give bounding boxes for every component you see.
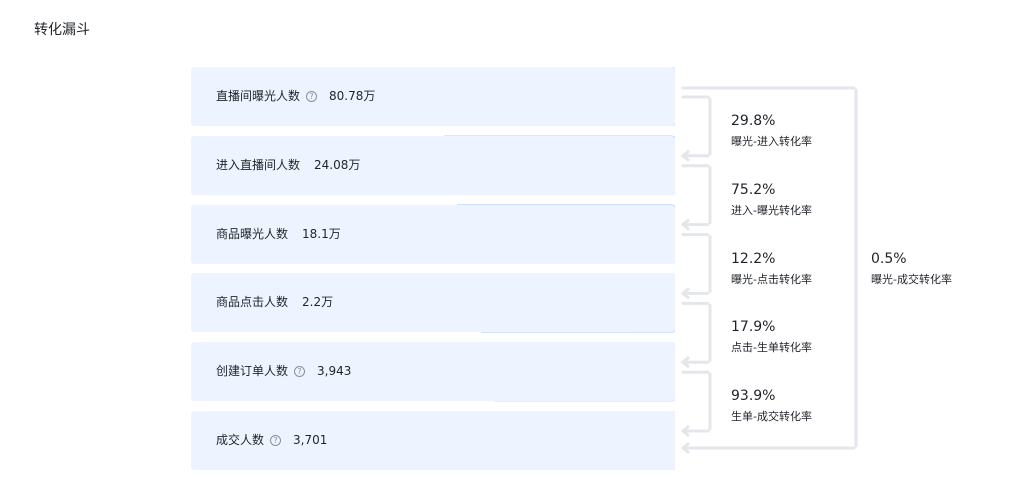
step-rate-value: 17.9% xyxy=(731,319,776,336)
funnel-row: 进入直播间人数 24.08万 xyxy=(191,135,675,195)
funnel-stage-label: 创建订单人数? 3,943 xyxy=(216,342,351,401)
funnel-stage-label: 商品曝光人数 18.1万 xyxy=(216,205,341,264)
step-rate-name: 曝光-进入转化率 xyxy=(731,135,812,148)
funnel-row: 商品点击人数 2.2万 xyxy=(191,273,675,333)
overall-rate-value: 0.5% xyxy=(871,251,907,267)
stage-value: 3,701 xyxy=(293,433,328,447)
overall-rate: 0.5% 曝光-成交转化率 xyxy=(871,250,952,287)
stage-name: 进入直播间人数 xyxy=(216,157,301,172)
funnel-stage-label: 直播间曝光人数? 80.78万 xyxy=(216,67,375,126)
step-rate-name: 点击-生单转化率 xyxy=(731,341,812,355)
stage-name: 成交人数 xyxy=(216,433,265,447)
step-bracket-arrow xyxy=(680,424,690,438)
step-rate-name: 生单-成交转化率 xyxy=(731,410,812,424)
step-bracket-arrow xyxy=(680,149,690,162)
step-rate: 29.8% 曝光-进入转化率 xyxy=(731,112,812,149)
step-rate: 12.2% 曝光-点击转化率 xyxy=(731,250,812,287)
step-rate-value: 29.8% xyxy=(731,113,776,129)
stage-name: 商品点击人数 xyxy=(216,295,289,310)
funnel-stage-label: 成交人数? 3,701 xyxy=(216,411,327,470)
step-bracket-arrow xyxy=(680,356,690,369)
stage-name: 创建订单人数 xyxy=(216,364,289,379)
overall-rate-name: 曝光-成交转化率 xyxy=(871,273,952,286)
overall-bracket-arrow xyxy=(680,441,690,455)
funnel-row: 成交人数? 3,701 xyxy=(191,411,675,470)
stage-value: 18.1万 xyxy=(302,226,341,241)
help-icon[interactable]: ? xyxy=(270,435,282,446)
stage-value: 3,943 xyxy=(317,364,352,379)
help-icon[interactable]: ? xyxy=(294,366,306,378)
stage-value: 24.08万 xyxy=(314,157,361,172)
stage-name: 商品曝光人数 xyxy=(216,226,289,241)
funnel-row: 创建订单人数? 3,943 xyxy=(191,342,675,402)
step-rate-name: 进入-曝光转化率 xyxy=(731,203,812,217)
step-bracket-arrow xyxy=(680,218,690,231)
step-bracket-arrow xyxy=(680,287,690,300)
step-rate: 93.9% 生单-成交转化率 xyxy=(731,387,812,424)
step-rate-name: 曝光-点击转化率 xyxy=(731,272,812,286)
funnel-stage-label: 商品点击人数 2.2万 xyxy=(216,273,333,332)
chart-title: 转化漏斗 xyxy=(34,22,90,38)
step-rate-value: 75.2% xyxy=(731,181,776,198)
stage-value: 2.2万 xyxy=(302,295,334,310)
step-rate-value: 12.2% xyxy=(731,250,776,267)
step-rate-value: 93.9% xyxy=(731,388,776,405)
funnel-row: 商品曝光人数 18.1万 xyxy=(191,204,675,264)
funnel-stage-label: 进入直播间人数 24.08万 xyxy=(216,136,360,195)
stage-value: 80.78万 xyxy=(329,89,376,103)
step-rate: 75.2% 进入-曝光转化率 xyxy=(731,181,812,218)
help-icon[interactable]: ? xyxy=(306,91,318,102)
funnel-row: 直播间曝光人数? 80.78万 xyxy=(191,67,675,126)
stage-name: 直播间曝光人数 xyxy=(216,89,301,103)
step-rate: 17.9% 点击-生单转化率 xyxy=(731,318,812,355)
